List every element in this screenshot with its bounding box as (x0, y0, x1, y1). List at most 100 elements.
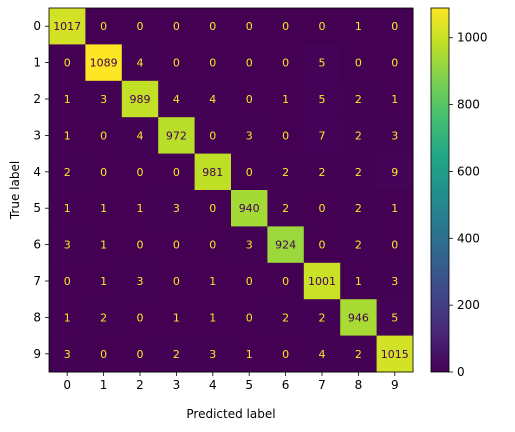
heatmap-cell-labels: 1017 0 0 0 0 0 0 0 1 00 1089 4 0 0 0 0 5 0 01 3 989 4 4 0 1 5 2 11 0… (53, 20, 409, 361)
cell-value-label: 2 (100, 311, 107, 324)
heatmap-cell (303, 262, 341, 300)
cell-value-label: 2 (282, 166, 289, 179)
heatmap-cell (49, 8, 86, 45)
y-axis-label: True label (8, 161, 22, 220)
cell-value-label: 4 (319, 348, 326, 361)
cell-value-label: 3 (391, 275, 398, 288)
cell-value-label: 2 (355, 239, 362, 252)
cell-value-label: 2 (355, 93, 362, 106)
cell-value-label: 0 (173, 239, 180, 252)
heatmap-cell (121, 117, 159, 155)
heatmap-cell (49, 299, 86, 337)
heatmap-cell (303, 44, 341, 82)
heatmap-cell (267, 262, 305, 300)
cell-value-label: 1 (64, 129, 71, 142)
cell-value-label: 5 (319, 93, 326, 106)
heatmap-cell (267, 44, 305, 82)
heatmap-cell (303, 299, 341, 337)
cell-value-label: 0 (64, 57, 71, 70)
heatmap-cell (376, 80, 414, 118)
cell-value-label: 924 (275, 239, 296, 252)
heatmap-cell (303, 8, 341, 45)
heatmap-cell (158, 262, 196, 300)
cell-value-label: 0 (319, 20, 326, 33)
heatmap-cell (121, 190, 159, 227)
y-tick-label: 3 (33, 128, 41, 142)
y-tick-label: 9 (33, 347, 41, 361)
heatmap-cell (231, 153, 268, 191)
heatmap-cell (267, 117, 305, 155)
heatmap-cell (121, 262, 159, 300)
heatmap-cell (231, 226, 268, 264)
cell-value-label: 0 (137, 311, 144, 324)
cell-value-label: 4 (209, 93, 216, 106)
y-tick-label: 4 (33, 165, 41, 179)
heatmap-cell (158, 335, 196, 373)
heatmap-cell (121, 153, 159, 191)
heatmap-cell (158, 117, 196, 155)
colorbar-tick-label: 1000 (457, 31, 488, 45)
heatmap-cell (303, 335, 341, 373)
heatmap-cell (85, 153, 123, 191)
cell-value-label: 972 (166, 129, 187, 142)
cell-value-label: 3 (391, 129, 398, 142)
cell-value-label: 1 (173, 311, 180, 324)
y-tick-label: 7 (33, 274, 41, 288)
heatmap-cell (121, 299, 159, 337)
colorbar-frame (430, 7, 450, 373)
cell-value-label: 0 (282, 348, 289, 361)
cell-value-label: 3 (246, 239, 253, 252)
heatmap-cell (267, 335, 305, 373)
cell-value-label: 1 (209, 311, 216, 324)
cell-value-label: 0 (100, 20, 107, 33)
heatmap-cell (85, 44, 123, 82)
heatmap-cell (121, 226, 159, 264)
cell-value-label: 1 (209, 275, 216, 288)
heatmap-cell (194, 117, 232, 155)
cell-value-label: 0 (173, 20, 180, 33)
cell-value-label: 2 (319, 166, 326, 179)
x-axis: 0 1 2 3 4 5 6 7 8 9 (63, 372, 399, 392)
cell-value-label: 2 (355, 129, 362, 142)
heatmap-cell (340, 80, 378, 118)
heatmap-cell (194, 190, 232, 227)
x-tick-label: 2 (136, 378, 144, 392)
cell-value-label: 2 (319, 311, 326, 324)
heatmap-cell (158, 226, 196, 264)
cell-value-label: 1 (64, 202, 71, 215)
heatmap-cell (231, 44, 268, 82)
heatmap-cell (303, 80, 341, 118)
cell-value-label: 1 (100, 239, 107, 252)
cell-value-label: 2 (282, 202, 289, 215)
cell-value-label: 0 (137, 239, 144, 252)
heatmap-cell (340, 226, 378, 264)
cell-value-label: 0 (319, 202, 326, 215)
heatmap-cell (158, 44, 196, 82)
heatmap-cell (376, 226, 414, 264)
cell-value-label: 0 (137, 166, 144, 179)
heatmap-cell (231, 80, 268, 118)
cell-value-label: 0 (246, 20, 253, 33)
heatmap-cell (231, 299, 268, 337)
heatmap-cell (376, 335, 414, 373)
heatmap-cell (49, 190, 86, 227)
heatmap-cell (340, 44, 378, 82)
heatmap-cell (340, 190, 378, 227)
heatmap-cell (376, 299, 414, 337)
cell-value-label: 3 (246, 129, 253, 142)
x-tick-label: 4 (209, 378, 217, 392)
heatmap-cell (194, 8, 232, 45)
heatmap-cell (267, 80, 305, 118)
heatmap-cells (49, 8, 414, 373)
cell-value-label: 1001 (308, 275, 336, 288)
colorbar-tick-label: 200 (457, 298, 480, 312)
heatmap-cell (194, 335, 232, 373)
heatmap-cell (85, 190, 123, 227)
heatmap-cell (376, 8, 414, 45)
cell-value-label: 3 (209, 348, 216, 361)
y-tick-label: 1 (33, 56, 41, 70)
cell-value-label: 0 (137, 348, 144, 361)
cell-value-label: 0 (100, 129, 107, 142)
heatmap-cell (194, 299, 232, 337)
heatmap-cell (267, 226, 305, 264)
